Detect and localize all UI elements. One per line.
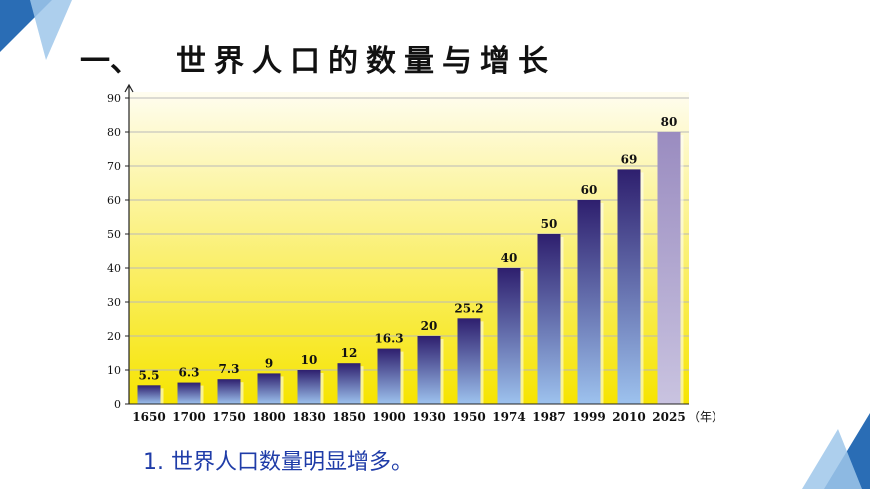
page-heading: 一、 世界人口的数量与增长: [80, 36, 556, 80]
bar-1974: [497, 268, 521, 404]
x-tick-label-1999: 1999: [572, 410, 605, 424]
y-tick-label-70: 70: [107, 160, 121, 173]
plot-background: [129, 92, 689, 404]
data-label-1999: 60: [581, 183, 598, 197]
bars: 5.5 6.3 7.3 9 10 12 16.3 20 25.2 40 50 60 69 80: [137, 115, 684, 404]
bar-1850: [337, 363, 361, 404]
x-tick-label-2025: 2025: [652, 410, 685, 424]
data-label-1974: 40: [501, 251, 518, 265]
bar-1800: [257, 373, 281, 404]
y-tick-label-80: 80: [107, 126, 121, 139]
x-tick-label-1650: 1650: [132, 410, 165, 424]
data-label-1700: 6.3: [179, 366, 200, 380]
bar-1950: [457, 318, 481, 404]
bar-2025: [657, 132, 681, 404]
bar-1900: [377, 348, 401, 404]
bar-1930: [417, 336, 441, 404]
x-tick-label-1930: 1930: [412, 410, 445, 424]
data-label-1930: 20: [421, 319, 438, 333]
conclusion-text: 1. 世界人口数量明显增多。: [143, 450, 413, 475]
bar-1750: [217, 379, 241, 404]
x-tick-label-1750: 1750: [212, 410, 245, 424]
corner-decoration-top-left: [0, 0, 72, 60]
y-tick-label-60: 60: [107, 194, 121, 207]
x-tick-label-2010: 2010: [612, 410, 645, 424]
y-tick-label-30: 30: [107, 296, 121, 309]
y-tick-label-0: 0: [114, 398, 121, 411]
bar-1987: [537, 234, 561, 404]
y-axis: 0 10 20 30 40 50 60 70 80 90: [107, 83, 134, 411]
data-label-1800: 9: [265, 356, 273, 370]
x-axis-unit-label: （年）: [688, 410, 715, 424]
population-bar-chart: 0 10 20 30 40 50 60 70 80 90 5.5 6.3 7.3 9 10 12 16.3 20…: [107, 83, 715, 424]
data-label-1950: 25.2: [454, 301, 483, 315]
data-label-1987: 50: [541, 217, 558, 231]
data-label-1650: 5.5: [139, 368, 160, 382]
x-tick-label-1987: 1987: [532, 410, 565, 424]
bar-1650: [137, 385, 161, 404]
bar-2010: [617, 169, 641, 404]
y-tick-label-50: 50: [107, 228, 121, 241]
y-tick-label-90: 90: [107, 92, 121, 105]
corner-decoration-bottom-right: [802, 413, 870, 489]
data-label-2025: 80: [661, 115, 678, 129]
x-tick-label-1850: 1850: [332, 410, 365, 424]
x-tick-label-1830: 1830: [292, 410, 325, 424]
data-label-1830: 10: [301, 353, 318, 367]
x-tick-label-1800: 1800: [252, 410, 285, 424]
y-tick-label-10: 10: [107, 364, 121, 377]
heading-title: 世界人口的数量与增长: [176, 44, 556, 79]
y-axis-arrow: [124, 83, 134, 93]
data-label-2010: 69: [621, 152, 638, 166]
x-tick-label-1950: 1950: [452, 410, 485, 424]
x-axis: 1650 1700 1750 1800 1830 1850 1900 1930 1950 1974…: [129, 403, 715, 424]
bar-1830: [297, 370, 321, 404]
bar-1700: [177, 382, 201, 404]
heading-number: 一、: [80, 44, 140, 79]
y-tick-label-20: 20: [107, 330, 121, 343]
y-tick-label-40: 40: [107, 262, 121, 275]
x-tick-label-1900: 1900: [372, 410, 405, 424]
data-label-1750: 7.3: [219, 362, 240, 376]
data-label-1900: 16.3: [374, 332, 403, 346]
data-label-1850: 12: [341, 346, 358, 360]
x-tick-label-1700: 1700: [172, 410, 205, 424]
bar-1999: [577, 200, 601, 404]
x-tick-label-1974: 1974: [492, 410, 525, 424]
